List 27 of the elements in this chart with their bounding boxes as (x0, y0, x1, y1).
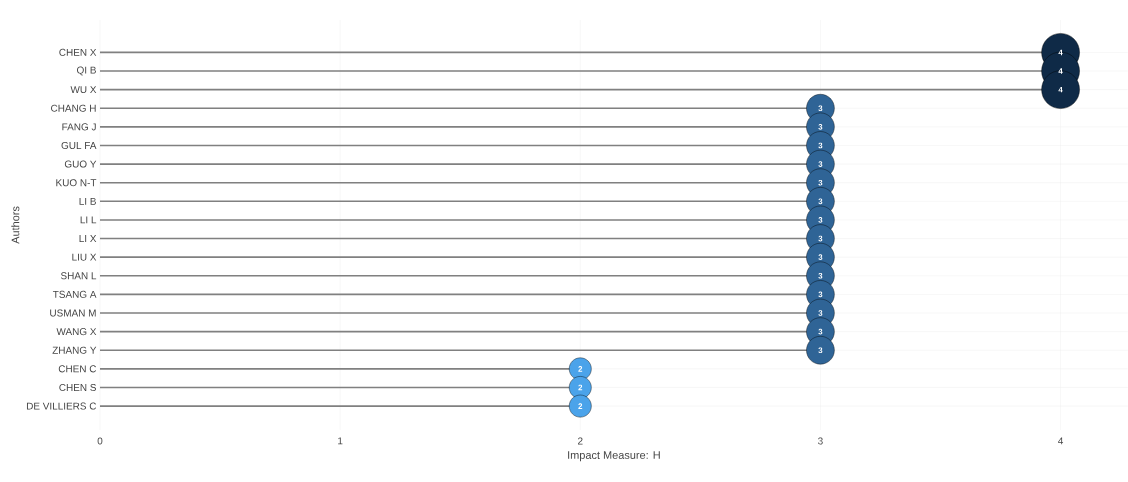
y-tick-label: USMAN M (50, 309, 96, 317)
y-tick-label: QI B (77, 66, 96, 76)
x-tick-label: 1 (338, 437, 343, 445)
y-tick-label: TSANG A (52, 290, 97, 298)
y-axis-title: Authors (11, 206, 20, 244)
x-tick-label: 2 (578, 437, 583, 445)
x-tick-label: 0 (97, 437, 103, 445)
y-tick-label: CHEN X (59, 48, 97, 56)
y-tick-label: LI B (79, 197, 96, 205)
x-tick-label: 4 (1058, 437, 1064, 445)
y-tick-label: CHEN C (58, 365, 97, 373)
y-tick-label: GUL FA (61, 141, 97, 150)
x-tick-label: 3 (818, 437, 823, 445)
y-tick-label: CHANG H (51, 104, 96, 112)
y-tick-label: DE VILLIERS C (26, 402, 97, 410)
y-tick-label: KUO N-T (56, 179, 97, 187)
y-tick-label: FANG J (62, 123, 96, 131)
y-tick-label: SHAN L (60, 272, 97, 280)
y-tick-label: LIU X (72, 253, 97, 261)
y-tick-label: GUO Y (64, 160, 97, 168)
x-axis-title: Impact Measure: H (568, 451, 660, 462)
y-tick-label: LI X (79, 235, 97, 243)
y-tick-label: LI L (80, 216, 97, 224)
y-tick-label: WANG X (56, 328, 97, 336)
y-tick-label: ZHANG Y (52, 346, 97, 354)
y-tick-label: CHEN S (59, 384, 96, 392)
y-tick-label: WU X (70, 86, 97, 94)
